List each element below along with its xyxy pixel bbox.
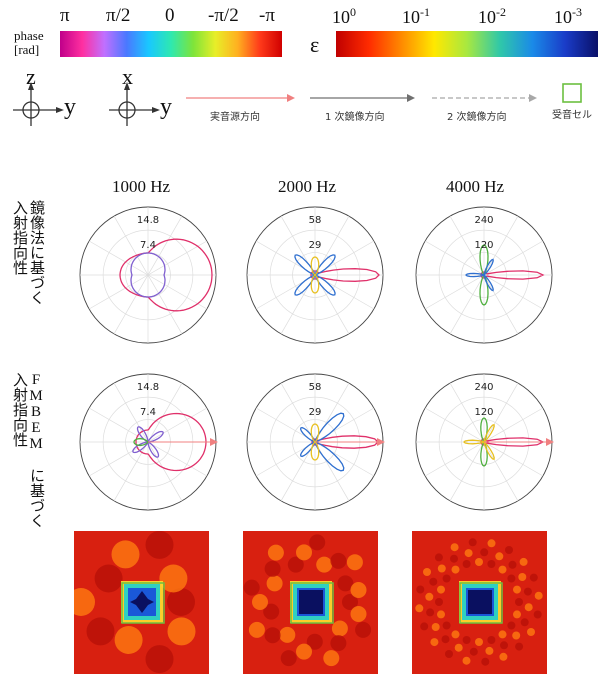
- polar-lobe: [135, 412, 207, 472]
- axis-y-label: y: [64, 94, 76, 120]
- axis-frame-xy: x y: [104, 64, 194, 134]
- epsilon-tick-1: 10-1: [402, 5, 430, 27]
- axis-frame-zy: z y: [8, 64, 88, 134]
- phase-tick-pi: π: [60, 5, 70, 26]
- row-label-fmbem: FMBEM に基づく 入射指向性: [11, 372, 44, 528]
- axis-xy-icon: [109, 82, 160, 126]
- epsilon-tick-0: 100: [332, 5, 356, 27]
- polar-ring-label-outer: 58: [309, 382, 322, 393]
- polar-ring-label-outer: 240: [474, 382, 493, 393]
- phase-legend: π π/2 0 -π/2 -π phase [rad]: [0, 0, 300, 70]
- polar-lobe: [133, 438, 149, 446]
- heatmap-4000hz: [412, 531, 547, 674]
- freq-title-2000: 2000 Hz: [278, 177, 337, 196]
- row-label-image-method: 鏡像法に基づく 入射指向性: [11, 200, 44, 305]
- epsilon-legend: 100 10-1 10-2 10-3 ε: [300, 0, 608, 70]
- phase-tick-pi-half: π/2: [106, 5, 131, 26]
- source-direction-arrowhead: [546, 438, 554, 446]
- arrow-label-real-source: 実音源方向: [210, 112, 260, 123]
- source-direction-arrowhead: [377, 438, 385, 446]
- polar-ring-label-inner: 120: [474, 240, 493, 251]
- phase-tick-neg-pi-half: -π/2: [208, 5, 239, 26]
- polar-lobe: [462, 423, 495, 461]
- polar-ring-label-inner: 29: [309, 240, 322, 251]
- heatmap-1000hz: [74, 531, 209, 674]
- polar-ring-label-outer: 14.8: [137, 382, 159, 393]
- freq-title-1000: 1000 Hz: [112, 177, 171, 196]
- epsilon-colorbar: [336, 31, 598, 57]
- polar-ring-label-inner: 29: [309, 407, 322, 418]
- polar-spoke: [88, 240, 208, 310]
- source-direction-arrowhead: [210, 438, 218, 446]
- phase-label: phase [rad]: [14, 28, 44, 57]
- polar-ring-label-outer: 14.8: [137, 215, 159, 226]
- arrow-label-first-image: 1 次鏡像方向: [325, 112, 385, 123]
- polar-ring-label-outer: 58: [309, 215, 322, 226]
- polar-ring-label-inner: 7.4: [140, 407, 156, 418]
- axis-x-label: x: [122, 64, 133, 89]
- axis-y-label-2: y: [160, 94, 172, 120]
- polar-plots: 14.8 7.4 58 29 240 120 14.8 7.4 58 29 240 120: [79, 206, 554, 511]
- polar-lobe: [119, 238, 213, 312]
- heatmap-2000hz: [243, 531, 378, 674]
- phase-tick-neg-pi: -π: [259, 5, 275, 26]
- freq-title-4000: 4000 Hz: [446, 177, 505, 196]
- polar-ring-label-inner: 120: [474, 407, 493, 418]
- axis-z-label: z: [26, 64, 36, 89]
- phase-tick-zero: 0: [165, 5, 175, 26]
- axis-zy-icon: [13, 82, 64, 126]
- epsilon-symbol: ε: [310, 32, 320, 57]
- polar-lobe: [130, 252, 166, 298]
- phase-colorbar: [60, 31, 282, 57]
- heatmap-graphic: [74, 531, 209, 674]
- epsilon-tick-3: 10-3: [554, 5, 582, 27]
- polar-ring-label-outer: 240: [474, 215, 493, 226]
- epsilon-tick-2: 10-2: [478, 5, 506, 27]
- polar-lobe: [310, 256, 320, 294]
- arrow-legend: [186, 83, 582, 103]
- heatmap-graphic: [243, 531, 378, 674]
- heatmap-graphic: [412, 531, 547, 674]
- polar-lobe: [464, 258, 494, 292]
- polar-ring-label-inner: 7.4: [140, 240, 156, 251]
- arrow-label-second-image: 2 次鏡像方向: [447, 112, 507, 123]
- cell-label: 受音セル: [552, 110, 592, 121]
